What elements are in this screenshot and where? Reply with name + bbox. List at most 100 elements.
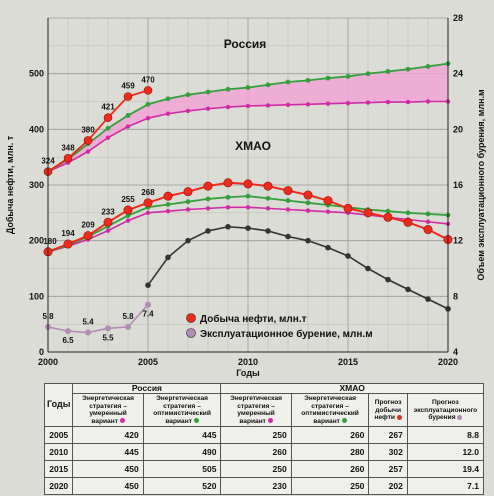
- annotation-khmao: ХМАО: [235, 139, 271, 153]
- y2-tick-label: 12: [453, 236, 463, 246]
- khmao-moderate-point: [325, 209, 331, 214]
- russia-optimistic-point: [185, 92, 191, 98]
- russia-optimistic-point: [145, 101, 151, 107]
- russia-moderate-point: [185, 108, 191, 114]
- data-label: 6.5: [62, 336, 74, 345]
- drilling-history-point: [145, 301, 151, 308]
- table-cell-year: 2005: [43, 426, 74, 445]
- table-cell: 250: [220, 460, 292, 479]
- russia-scenario-band: [48, 63, 448, 172]
- header-khmao-moderate: Энергетическая стратегия – умеренный вар…: [220, 393, 292, 428]
- table-cell: 260: [290, 460, 370, 479]
- khmao-oil-point: [343, 203, 353, 213]
- y2-tick-label: 20: [453, 124, 463, 134]
- y2-tick-label: 4: [453, 347, 458, 357]
- russia-oil-point: [103, 113, 113, 122]
- table-cell: 260: [220, 443, 292, 462]
- khmao-moderate-point: [125, 218, 131, 223]
- drilling-forecast-point: [345, 253, 351, 259]
- table-cell-year: 2015: [43, 460, 74, 479]
- series-marks: [43, 61, 453, 336]
- russia-moderate-point: [245, 103, 251, 109]
- russia-oil-point: [83, 136, 93, 145]
- data-label: 255: [121, 195, 135, 204]
- tick-labels: 2000 2005 2010 2015 2020 0 100 200 300 400 500 4 8 12…: [29, 13, 463, 367]
- table-cell: 280: [290, 443, 370, 462]
- khmao-optimistic-point: [185, 199, 191, 205]
- drilling-forecast-point: [385, 276, 391, 283]
- header-forecast-drilling: Прогноз эксплуатационного бурения: [406, 393, 485, 428]
- khmao-optimistic-point: [265, 195, 271, 201]
- drilling-forecast-point: [405, 286, 411, 293]
- russia-moderate-point: [345, 100, 351, 106]
- russia-moderate-point: [405, 99, 411, 105]
- russia-oil-line: [47, 89, 149, 173]
- x-tick-label: 2010: [238, 357, 258, 367]
- table-cell-year: 2010: [43, 443, 74, 462]
- drilling-forecast-point: [285, 233, 291, 240]
- table-cell: 250: [220, 426, 292, 445]
- khmao-optimistic-point: [425, 211, 431, 217]
- x-axis-label: Годы: [236, 368, 260, 378]
- drilling-forecast-point: [205, 228, 211, 234]
- y-tick-label: 100: [29, 291, 44, 301]
- khmao-oil-point: [183, 187, 193, 197]
- table-cell: 302: [368, 443, 408, 462]
- khmao-oil-point: [403, 217, 413, 227]
- russia-optimistic-point: [405, 66, 411, 72]
- header-khmao: ХМАО: [220, 382, 484, 395]
- khmao-oil-point: [203, 181, 213, 191]
- khmao-oil-point: [263, 181, 273, 191]
- table-cell: 202: [368, 477, 408, 496]
- khmao-oil-point: [363, 208, 373, 218]
- drilling-forecast-point: [145, 282, 151, 289]
- table-cell: 450: [72, 477, 144, 496]
- khmao-oil-point: [283, 186, 293, 196]
- drilling-history-point: [125, 323, 131, 330]
- data-label: 194: [61, 229, 75, 238]
- khmao-optimistic-point: [305, 200, 311, 206]
- drilling-forecast-line: [147, 225, 449, 310]
- khmao-oil-point: [163, 191, 173, 201]
- legend-oil-marker: [186, 313, 196, 323]
- data-label: 421: [101, 103, 115, 112]
- khmao-optimistic-point: [225, 194, 231, 200]
- x-tick-label: 2015: [338, 357, 358, 367]
- drilling-history-line: [47, 304, 149, 334]
- data-label: 5.8: [122, 312, 134, 321]
- khmao-oil-point: [83, 231, 93, 241]
- header-khmao-optimistic: Энергетическая стратегия – оптимистическ…: [290, 393, 370, 428]
- khmao-optimistic-point: [165, 202, 171, 207]
- y2-tick-label: 8: [453, 291, 458, 301]
- y2-tick-label: 24: [453, 69, 463, 79]
- russia-moderate-point: [165, 111, 171, 116]
- russia-oil-point: [143, 86, 153, 95]
- russia-optimistic-point: [345, 74, 351, 79]
- data-label: 268: [141, 188, 155, 197]
- russia-optimistic-point: [245, 85, 251, 90]
- table-cell: 505: [142, 460, 222, 479]
- khmao-optimistic-point: [405, 210, 411, 216]
- annotation-russia: Россия: [224, 37, 267, 51]
- russia-moderate-point: [105, 135, 111, 140]
- x-tick-label: 2000: [38, 357, 58, 367]
- table-row: 2020 450 520 230 250 202 7.1: [43, 477, 485, 496]
- data-label: 5.5: [102, 333, 114, 342]
- data-label: 5.4: [82, 318, 94, 327]
- russia-optimistic-point: [225, 86, 231, 92]
- khmao-oil-point: [303, 190, 313, 200]
- legend: Добыча нефти, млн.т Эксплуатационное бур…: [186, 313, 373, 340]
- drilling-history-point: [65, 328, 71, 335]
- y-tick-label: 300: [29, 180, 44, 190]
- russia-moderate-point: [285, 102, 291, 108]
- russia-optimistic-point: [425, 64, 431, 69]
- table-cell: 230: [220, 477, 292, 496]
- khmao-moderate-point: [165, 208, 171, 214]
- khmao-oil-point: [383, 212, 393, 222]
- drilling-forecast-point: [305, 237, 311, 244]
- russia-moderate-point: [85, 149, 91, 154]
- russia-optimistic-point: [125, 113, 131, 118]
- data-label: 348: [61, 143, 75, 152]
- russia-moderate-point: [425, 99, 431, 104]
